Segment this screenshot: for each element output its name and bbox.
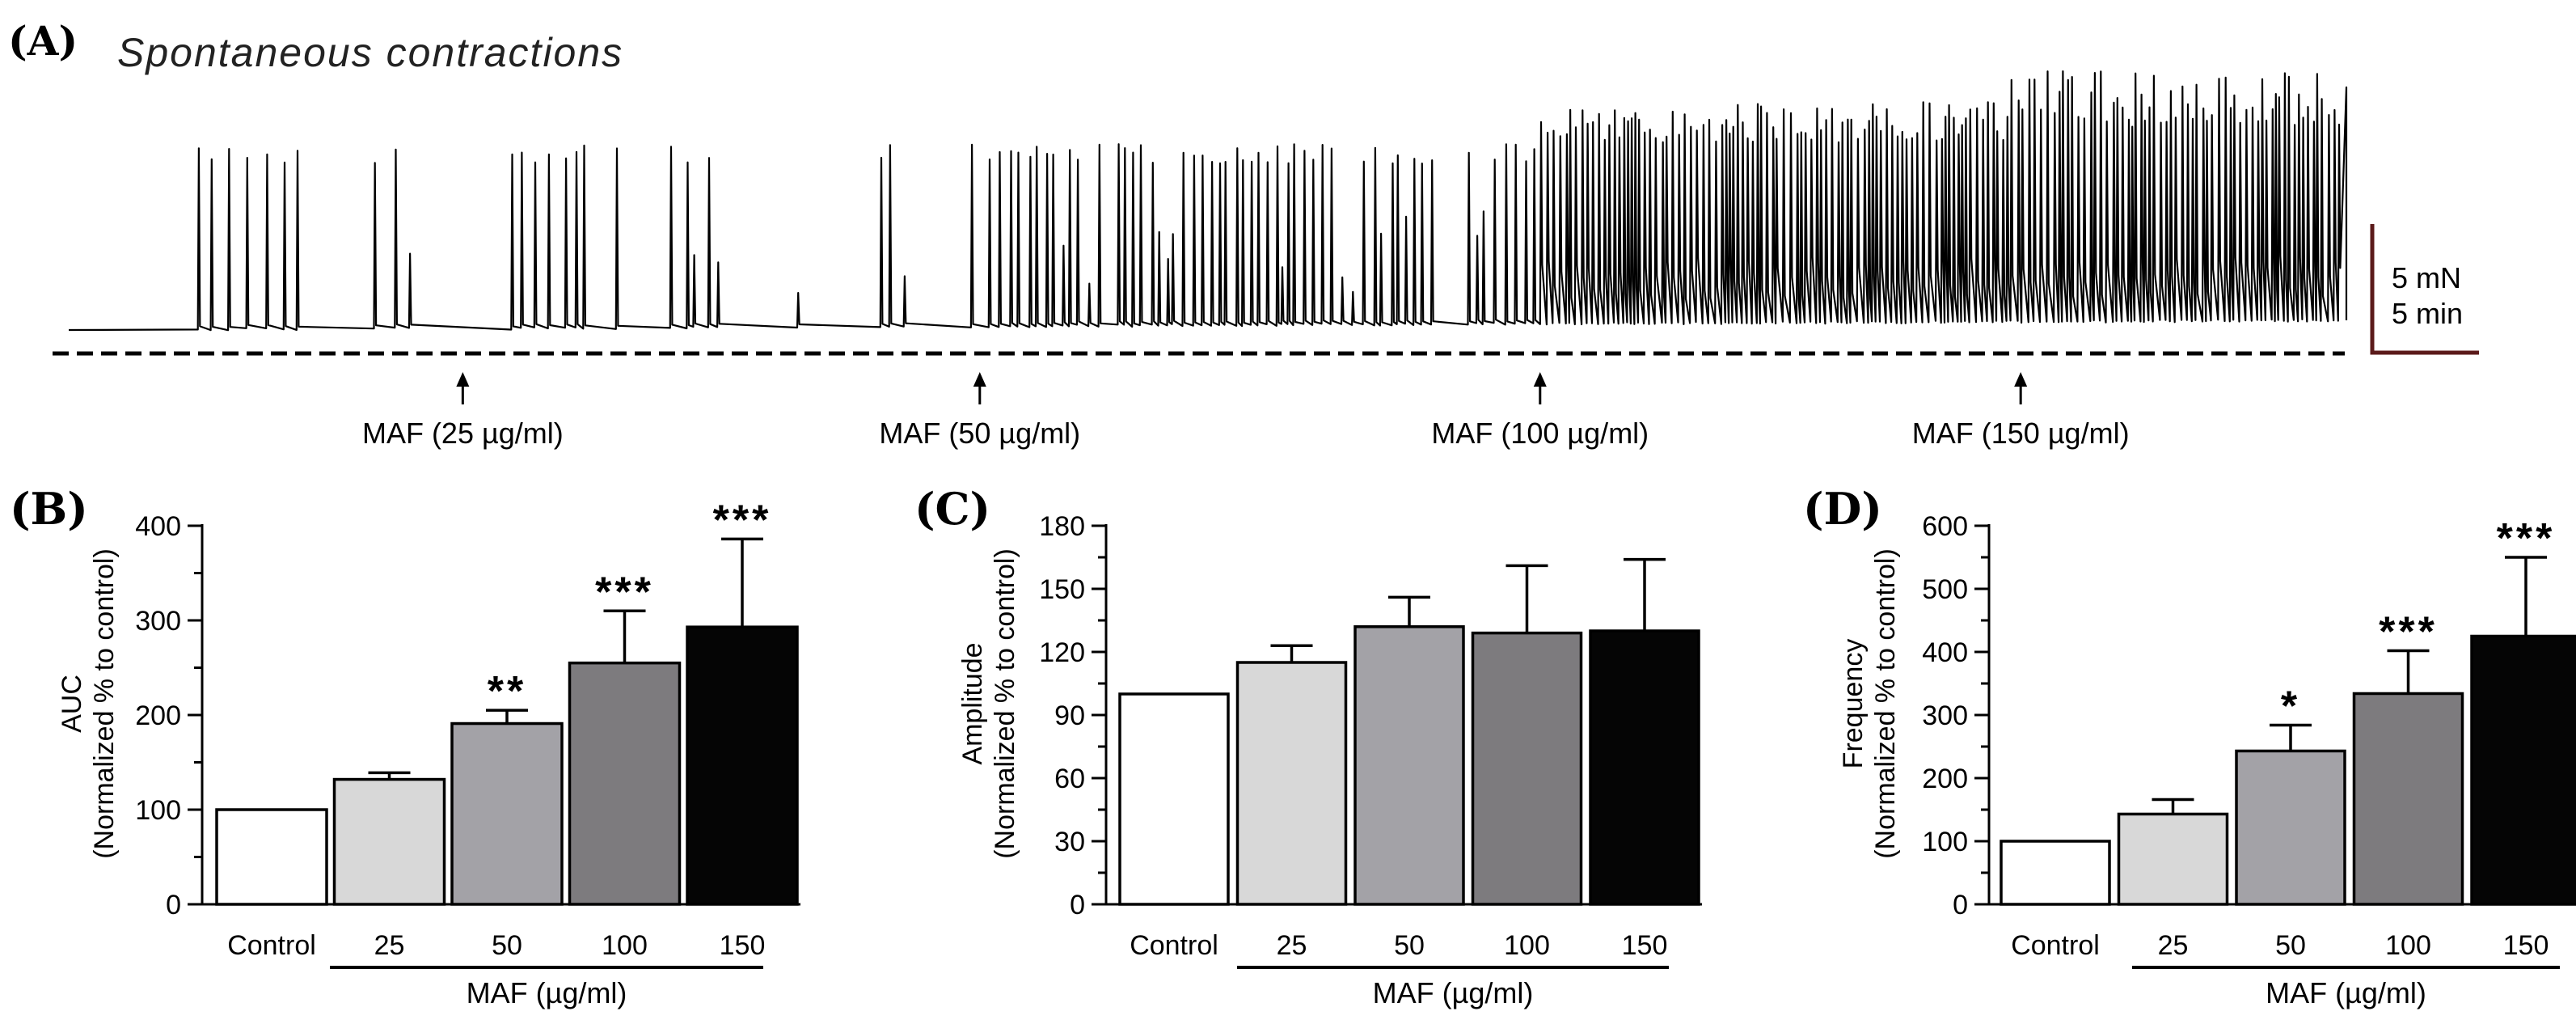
panel-d-frequency-chart: (D) Frequency (Normalized % to control) … [1803, 483, 2576, 1009]
scale-bar-time-label: 5 min [2392, 297, 2463, 330]
y-tick-label: 0 [1070, 890, 1085, 920]
x-category-label: 25 [374, 930, 405, 961]
bar-100 [568, 661, 682, 906]
panel-d-label: (D) [1803, 483, 1882, 535]
y-tick-label: 300 [135, 606, 181, 637]
x-category-label: 50 [1394, 930, 1425, 961]
significance-marker: *** [2379, 608, 2438, 655]
y-tick-label: 400 [135, 511, 181, 542]
y-tick-label: 60 [1054, 764, 1085, 794]
panel-a: (A) Spontaneous contractions MAF (25 µg/… [8, 17, 2479, 450]
bar-50 [450, 721, 564, 906]
x-category-label: 100 [2385, 930, 2431, 961]
drug-additions: MAF (25 µg/ml) MAF (50 µg/ml) MAF (100 µg/… [362, 372, 2130, 450]
x-category-label: 50 [492, 930, 522, 961]
significance-marker: *** [2497, 515, 2556, 562]
drug-addition-label-1: MAF (50 µg/ml) [879, 417, 1080, 450]
y-tick-label: 30 [1054, 827, 1085, 857]
panel-c-amplitude-chart: (C) Amplitude (Normalized % to control) … [914, 483, 1702, 1009]
scale-bar-force-label: 5 mN [2392, 261, 2461, 294]
panel-a-label: (A) [8, 17, 78, 65]
y-tick-label: 100 [1922, 827, 1968, 857]
y-tick-label: 200 [1922, 764, 1968, 794]
x-group-label: MAF (µg/ml) [2266, 976, 2426, 1009]
arrow-up-icon [1533, 372, 1547, 387]
bar-25 [332, 777, 446, 906]
bar-25 [1235, 661, 1348, 906]
contraction-trace [68, 70, 2348, 332]
scale-bar-lines [2370, 224, 2479, 355]
x-category-label: Control [2011, 930, 2100, 961]
panel-d-ylabel-line2: (Normalized % to control) [1870, 548, 1901, 859]
drug-addition-label-2: MAF (100 µg/ml) [1431, 417, 1649, 450]
y-tick-label: 180 [1039, 511, 1085, 542]
bar-100 [2352, 692, 2464, 906]
y-tick-label: 120 [1039, 637, 1085, 668]
panel-a-title: Spontaneous contractions [117, 30, 623, 75]
panel-d-ylabel-line1: Frequency [1838, 639, 1869, 769]
significance-marker: *** [595, 569, 654, 616]
y-tick-label: 90 [1054, 700, 1085, 731]
y-tick-label: 600 [1922, 511, 1968, 542]
drug-addition-label-3: MAF (150 µg/ml) [1912, 417, 2130, 450]
x-category-label: 150 [720, 930, 766, 961]
x-category-label: 150 [1622, 930, 1668, 961]
x-category-label: Control [1130, 930, 1218, 961]
bar-Control [2000, 840, 2111, 906]
panel-b-ylabel-line1: AUC [57, 675, 87, 733]
significance-marker: *** [713, 497, 772, 544]
x-category-label: 100 [602, 930, 648, 961]
x-category-label: 150 [2503, 930, 2549, 961]
arrow-up-icon [973, 372, 986, 387]
significance-marker: ** [488, 668, 526, 715]
drug-addition-label-0: MAF (25 µg/ml) [362, 417, 564, 450]
bar-50 [1353, 625, 1465, 906]
y-tick-label: 0 [166, 890, 181, 920]
panel-c-ylabel-line2: (Normalized % to control) [990, 548, 1020, 859]
bar-Control [215, 808, 328, 906]
y-tick-label: 200 [135, 700, 181, 731]
x-category-label: 100 [1504, 930, 1550, 961]
scale-bar: 5 mN 5 min [2370, 224, 2479, 355]
x-category-label: 50 [2275, 930, 2306, 961]
x-category-label: Control [227, 930, 316, 961]
panel-b-label: (B) [10, 483, 88, 535]
bar-25 [2117, 812, 2229, 906]
arrow-up-icon [2014, 372, 2028, 387]
bar-150 [686, 625, 799, 906]
bar-Control [1118, 692, 1230, 906]
panel-b-ylabel-line2: (Normalized % to control) [89, 548, 120, 859]
x-category-label: 25 [2158, 930, 2189, 961]
y-tick-label: 300 [1922, 700, 1968, 731]
y-tick-label: 400 [1922, 637, 1968, 668]
bar-100 [1471, 631, 1583, 906]
y-tick-label: 500 [1922, 574, 1968, 605]
bar-50 [2235, 749, 2346, 906]
y-tick-label: 0 [1953, 890, 1968, 920]
y-tick-label: 150 [1039, 574, 1085, 605]
panel-c-ylabel-line1: Amplitude [957, 642, 988, 764]
y-tick-label: 100 [135, 795, 181, 826]
arrow-up-icon [456, 372, 470, 387]
bar-150 [2470, 634, 2576, 906]
x-category-label: 25 [1277, 930, 1307, 961]
bar-150 [1589, 629, 1700, 906]
x-group-label: MAF (µg/ml) [467, 976, 627, 1009]
x-group-label: MAF (µg/ml) [1373, 976, 1534, 1009]
panel-b-auc-chart: (B) AUC (Normalized % to control) 0 100 20… [10, 483, 800, 1009]
significance-marker: * [2281, 683, 2300, 730]
panel-c-label: (C) [914, 483, 990, 535]
